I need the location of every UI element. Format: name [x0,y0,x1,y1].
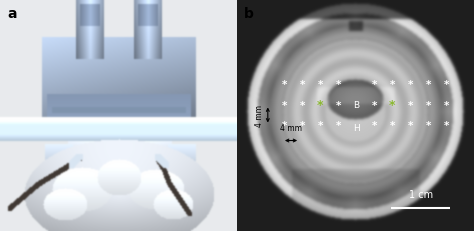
Text: *: * [336,100,341,110]
Text: *: * [390,121,395,131]
Text: a: a [7,7,17,21]
Text: *: * [318,79,323,89]
Text: 4 mm: 4 mm [255,105,264,126]
Text: *: * [426,121,431,131]
Text: *: * [444,79,449,89]
Text: b: b [244,7,254,21]
Text: *: * [426,100,431,110]
Text: *: * [389,99,396,112]
Text: *: * [408,79,413,89]
Text: 4 mm: 4 mm [280,124,302,133]
Text: *: * [444,121,449,131]
Text: *: * [336,79,341,89]
Text: *: * [300,100,305,110]
Text: *: * [282,79,287,89]
Text: *: * [300,79,305,89]
Text: *: * [282,121,287,131]
Text: *: * [300,121,305,131]
Text: *: * [372,100,377,110]
Text: *: * [336,121,341,131]
Text: *: * [444,100,449,110]
Text: *: * [426,79,431,89]
Text: 1 cm: 1 cm [409,189,433,199]
Text: *: * [372,121,377,131]
Text: *: * [317,99,324,112]
Text: *: * [390,79,395,89]
Text: *: * [372,79,377,89]
Text: *: * [408,100,413,110]
Text: *: * [282,100,287,110]
Text: B: B [354,101,359,109]
Text: *: * [408,121,413,131]
Text: *: * [318,121,323,131]
Text: H: H [353,124,360,133]
